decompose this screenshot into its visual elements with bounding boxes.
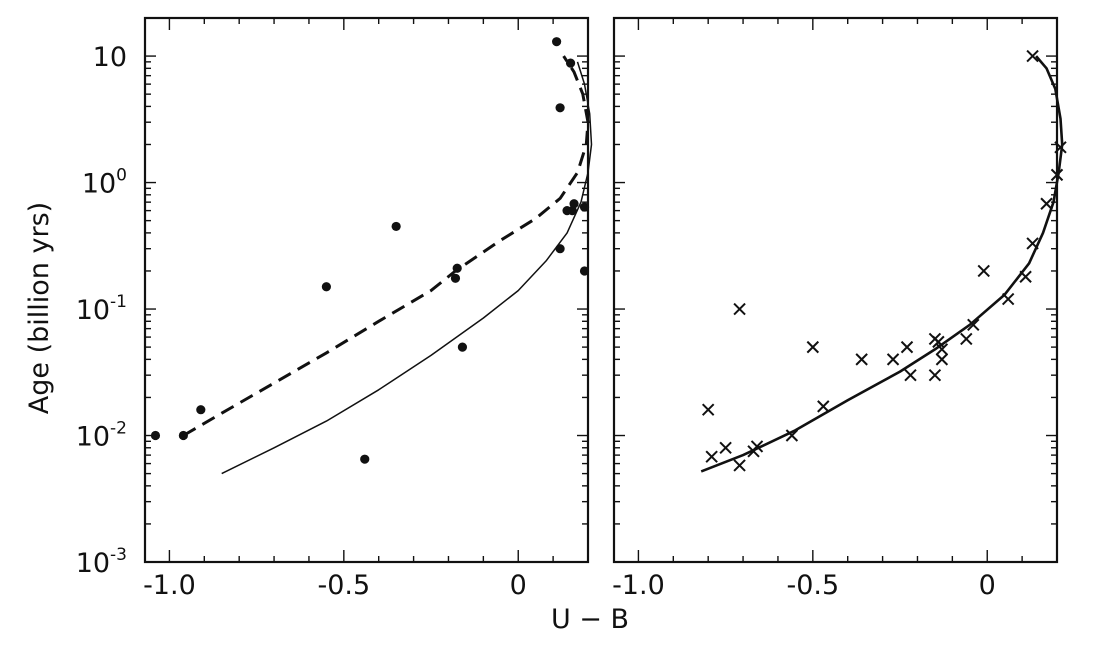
data-point-dot xyxy=(569,199,579,209)
data-point-dot xyxy=(150,430,161,441)
y-tick-label-base: 10 xyxy=(82,169,116,200)
data-point-cross xyxy=(977,264,990,278)
y-tick-label-exponent: -2 xyxy=(110,419,127,439)
data-point-dot xyxy=(450,273,461,283)
right-x-tick-label: 0 xyxy=(979,570,996,601)
data-point-dot xyxy=(391,221,401,232)
y-tick-label-exponent: -3 xyxy=(110,545,127,565)
left-x-tick-label: -1.0 xyxy=(143,570,196,601)
left-x-tick-label: 0 xyxy=(510,570,527,601)
data-point-cross xyxy=(935,353,949,366)
y-tick-label: 10-2 xyxy=(76,419,127,453)
data-point-cross xyxy=(1026,49,1039,63)
data-point-cross xyxy=(904,368,917,382)
data-point-cross xyxy=(733,302,746,316)
y-tick-label: 10-3 xyxy=(76,545,127,579)
data-point-cross xyxy=(785,429,799,442)
data-point-cross xyxy=(719,441,732,454)
data-point-cross xyxy=(806,340,820,354)
data-point-dot xyxy=(196,405,206,415)
model-curve-solid xyxy=(221,61,593,475)
model-curve-solid xyxy=(700,55,1064,473)
y-tick-label: 10 xyxy=(93,42,127,73)
data-point-cross xyxy=(886,353,900,366)
right-x-tick-label: -0.5 xyxy=(786,570,839,601)
data-point-cross xyxy=(817,400,830,413)
data-point-cross xyxy=(1054,141,1067,154)
data-point-dot xyxy=(552,37,562,47)
data-point-cross xyxy=(705,450,718,463)
y-tick-label-base: 10 xyxy=(93,42,127,73)
y-tick-label-base: 10 xyxy=(76,422,110,453)
y-tick-label-exponent: -1 xyxy=(110,292,127,312)
data-point-cross xyxy=(900,340,914,354)
y-tick-label-exponent: 0 xyxy=(116,166,127,186)
right-x-tick-label: -1.0 xyxy=(612,570,665,601)
left-x-tick-label: -0.5 xyxy=(317,570,370,601)
data-point-dot xyxy=(567,206,577,216)
right-panel: -1.0 -0.5 0 xyxy=(612,16,1067,601)
x-axis-title: U − B xyxy=(551,604,629,635)
left-plot-data xyxy=(150,37,593,475)
y-tick-label: 100 xyxy=(82,166,127,200)
right-plot-data xyxy=(700,49,1067,473)
y-tick-label-base: 10 xyxy=(76,548,110,579)
y-axis-title: Age (billion yrs) xyxy=(24,202,55,414)
data-point-dot xyxy=(360,454,370,464)
model-curve-dashed xyxy=(182,55,590,437)
y-tick-label: 10-1 xyxy=(76,292,127,326)
data-point-cross xyxy=(701,403,715,416)
data-point-cross xyxy=(855,353,868,366)
left-plot-frame xyxy=(143,16,590,564)
data-point-cross xyxy=(733,459,746,472)
data-point-cross xyxy=(960,332,973,346)
y-tick-label-base: 10 xyxy=(76,295,110,326)
data-point-cross xyxy=(928,368,942,382)
data-point-cross xyxy=(967,318,980,332)
data-point-dot xyxy=(565,58,576,68)
data-point-dot xyxy=(555,103,565,113)
data-point-cross xyxy=(1040,197,1053,210)
data-point-dot xyxy=(579,202,590,212)
right-axis-ticks: -1.0 -0.5 0 xyxy=(612,17,1058,601)
data-point-dot xyxy=(457,342,468,352)
right-plot-frame xyxy=(612,16,1059,564)
data-point-dot xyxy=(579,266,590,276)
data-point-dot xyxy=(321,282,331,292)
